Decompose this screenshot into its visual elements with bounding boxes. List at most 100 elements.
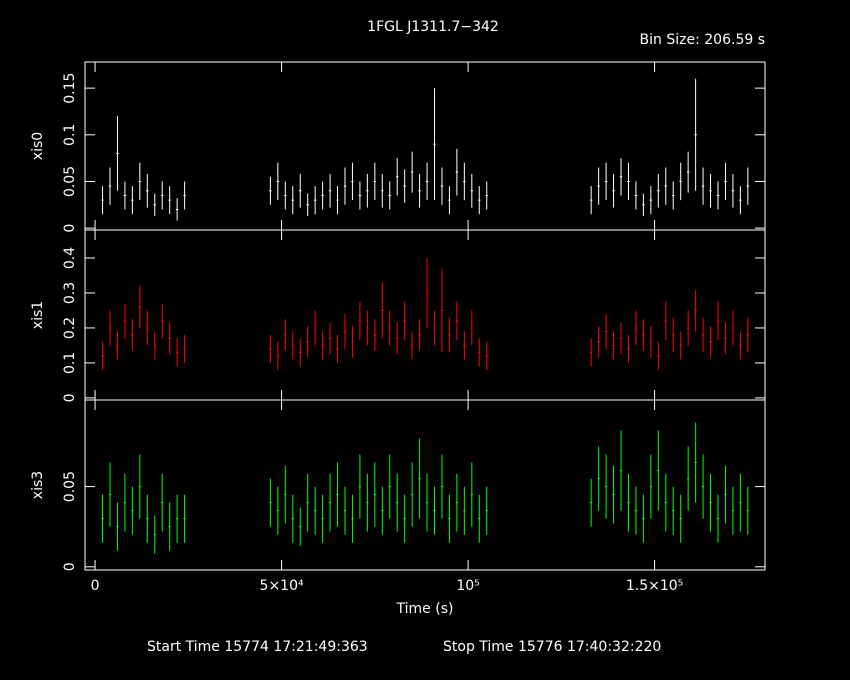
error-bar (672, 317, 675, 353)
error-bar (299, 338, 302, 367)
error-bar (291, 494, 294, 543)
error-bar (619, 158, 623, 196)
error-bar (161, 303, 164, 339)
error-bar (724, 465, 727, 524)
error-bar (418, 174, 421, 208)
error-bar (448, 317, 451, 353)
error-bar (175, 494, 179, 543)
x-tick-label: 0 (91, 578, 100, 594)
error-bar (175, 338, 179, 367)
error-bar (589, 186, 593, 215)
error-bar (746, 167, 750, 205)
error-bar (291, 186, 294, 215)
error-bar (343, 313, 347, 349)
error-bar (108, 167, 112, 205)
error-bar (694, 422, 697, 503)
error-bar (101, 341, 104, 370)
error-bar (396, 158, 399, 196)
error-bar (746, 486, 750, 535)
x-tick-label: 1.5×10⁵ (626, 578, 683, 594)
error-bar (410, 151, 414, 193)
y-tick-label: 0 (62, 393, 78, 402)
error-bar (664, 167, 667, 205)
error-bar (108, 462, 112, 527)
error-bar (366, 473, 369, 532)
error-bar (168, 322, 171, 355)
error-bar (403, 494, 406, 543)
error-bar (358, 301, 362, 341)
error-bar (440, 167, 444, 205)
error-bar (366, 310, 369, 346)
error-bar (153, 331, 156, 360)
error-bar (358, 454, 362, 519)
error-bar (269, 176, 272, 205)
error-bar (153, 515, 156, 554)
error-bar (619, 430, 623, 511)
error-bar (410, 462, 414, 527)
error-bar (343, 167, 347, 205)
error-bar (701, 167, 705, 205)
error-bar (403, 169, 406, 203)
error-bar (724, 322, 727, 355)
plot-area (101, 257, 750, 370)
error-bar (455, 301, 459, 341)
error-bar (328, 174, 332, 208)
error-bar (709, 473, 712, 532)
error-bar (284, 319, 287, 351)
error-bar (604, 313, 608, 349)
error-bar (418, 319, 421, 351)
error-bar (284, 181, 287, 210)
error-bar (425, 257, 429, 328)
error-bar (313, 486, 317, 535)
y-tick-label: 0 (62, 224, 78, 233)
error-bar (276, 162, 280, 201)
error-bar (716, 181, 720, 210)
error-bar (388, 310, 391, 346)
error-bar (478, 186, 481, 215)
error-bar (373, 462, 377, 527)
error-bar (649, 454, 653, 519)
error-bar (470, 462, 474, 527)
y-tick-label: 0.2 (62, 317, 78, 339)
error-bar (131, 486, 134, 535)
error-bar (597, 446, 600, 511)
error-bar (351, 326, 354, 358)
error-bar (343, 486, 347, 535)
bin-size: Bin Size: 206.59 s (640, 32, 765, 48)
error-bar (627, 473, 630, 532)
y-tick-label: 0.05 (62, 471, 78, 502)
y-tick-label: 0.1 (62, 124, 78, 146)
error-bar (463, 486, 466, 535)
error-bar (597, 326, 600, 358)
error-bar (313, 310, 317, 346)
error-bar (746, 317, 750, 353)
error-bar (485, 181, 488, 210)
chart-title: 1FGL J1311.7−342 (367, 19, 499, 35)
error-bar (146, 174, 149, 208)
y-tick-label: 0 (62, 562, 78, 571)
error-bar (642, 494, 645, 543)
error-bar (478, 494, 481, 543)
error-bar (634, 310, 638, 346)
error-bar (739, 186, 742, 215)
error-bar (634, 181, 638, 210)
error-bar (642, 319, 645, 351)
error-bar (679, 331, 682, 360)
error-bar (589, 478, 593, 527)
error-bar (131, 186, 134, 215)
error-bar (284, 465, 287, 524)
error-bar (299, 174, 302, 208)
error-bar (101, 186, 104, 215)
error-bar (299, 507, 302, 546)
error-bar (604, 162, 608, 201)
error-bar (672, 181, 675, 210)
error-bar (381, 486, 384, 535)
error-bar (679, 494, 682, 543)
error-bar (440, 454, 444, 519)
error-bar (731, 486, 735, 535)
error-bar (664, 473, 667, 532)
error-bar (724, 162, 727, 201)
error-bar (686, 310, 690, 346)
error-bar (433, 486, 436, 535)
